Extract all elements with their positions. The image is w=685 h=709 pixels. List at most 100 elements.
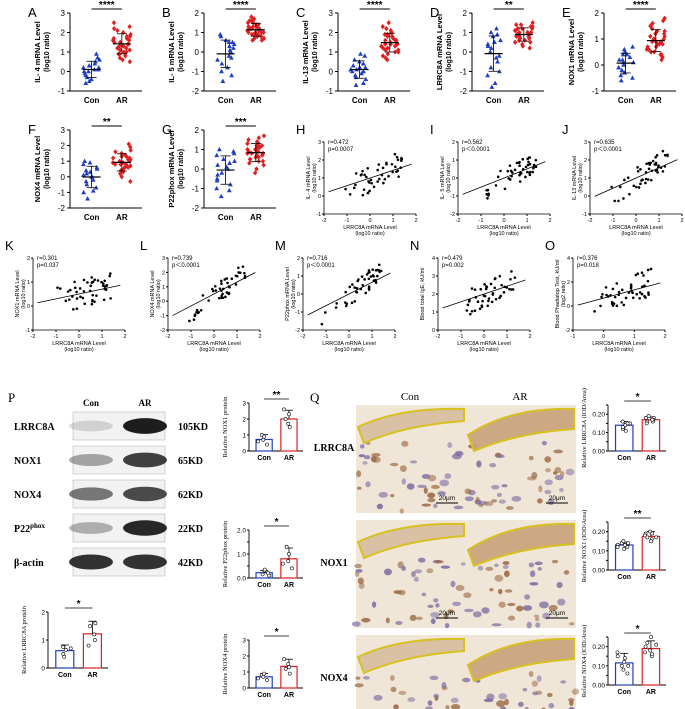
data-point	[520, 26, 525, 32]
data-point	[529, 26, 535, 32]
y-axis-label: Relative LRRC8A protein	[21, 605, 28, 674]
y-axis-label-2: (log10 ratio)	[312, 32, 319, 72]
cell-nucleus	[528, 670, 534, 677]
data-point	[220, 78, 226, 84]
data-point	[343, 301, 347, 304]
data-point	[91, 293, 95, 297]
y-tick-label: 0	[297, 292, 300, 298]
x-tick-label: 2	[663, 334, 666, 340]
data-point	[102, 282, 105, 285]
y-axis-label-2: (log10 ratio)	[578, 163, 584, 193]
bar-panel-Q_NOX4: Relative NOX4 (IOD/Area) 0.00 0.10 0.20 Con A…	[581, 624, 666, 697]
data-point	[113, 149, 118, 155]
cell-nucleus	[477, 565, 484, 571]
data-point	[111, 35, 117, 41]
y-axis-label-2: (log10 ratio)	[446, 163, 452, 193]
data-point	[480, 305, 484, 309]
y-tick-label: 3	[61, 9, 66, 18]
y-axis-label-2: (log2 ratio)	[561, 281, 567, 307]
x-axis-label: LRRC8A mRNA Level	[187, 341, 241, 347]
y-tick-label: 1	[452, 158, 455, 164]
data-point	[246, 24, 251, 30]
x-axis-label: LRRC8A mRNA Level	[477, 225, 531, 231]
data-point	[652, 49, 657, 55]
sig-stars: ****	[233, 0, 249, 11]
sig-stars: *	[275, 517, 279, 528]
regression-line	[594, 159, 678, 197]
data-point	[495, 59, 501, 64]
cell-nucleus	[421, 473, 431, 479]
y-tick-label: -2	[192, 204, 200, 213]
data-point	[483, 294, 487, 298]
data-point	[234, 274, 238, 278]
data-point	[492, 39, 497, 45]
data-point	[127, 24, 132, 30]
data-point	[226, 53, 232, 58]
data-point	[370, 181, 374, 185]
blot-band	[69, 453, 113, 467]
data-point	[528, 39, 533, 45]
data-point	[219, 170, 225, 175]
kd-label: 42KD	[178, 558, 203, 569]
data-point	[653, 162, 657, 166]
x-tick-label: AR	[384, 96, 396, 105]
data-point	[487, 192, 491, 196]
data-point	[261, 133, 267, 139]
blot-band	[123, 486, 167, 502]
data-point	[639, 167, 642, 171]
data-point	[367, 277, 371, 281]
data-point	[247, 18, 252, 24]
y-tick-label: 0	[61, 68, 66, 77]
y-axis-label-2: (log10 ratio)	[312, 163, 318, 193]
cell-nucleus	[431, 484, 440, 490]
cell-nucleus	[406, 483, 415, 490]
data-point	[366, 166, 370, 170]
cell-nucleus	[560, 680, 567, 684]
data-point	[86, 63, 92, 68]
data-point	[221, 156, 226, 162]
data-point	[527, 45, 532, 51]
data-point	[394, 37, 399, 43]
data-point	[88, 624, 92, 628]
cell-nucleus	[371, 601, 377, 608]
data-point	[643, 533, 647, 538]
r-value: r=0.301	[37, 256, 58, 262]
data-point	[92, 61, 98, 66]
data-point	[649, 178, 653, 182]
data-point	[528, 171, 531, 175]
y-tick-label: 0.00	[592, 683, 605, 690]
y-axis-label-2: (log10 ratio)	[291, 279, 297, 309]
x-tick-label: 1	[391, 218, 394, 224]
x-tick-label: AR	[646, 689, 656, 696]
data-point	[617, 199, 620, 203]
cell-nucleus	[494, 563, 499, 568]
regression-line	[462, 161, 546, 195]
y-tick-label: -1	[326, 87, 334, 96]
data-point	[662, 15, 667, 21]
cell-nucleus	[551, 559, 559, 564]
data-point	[215, 162, 221, 167]
data-point	[85, 196, 90, 201]
cell-nucleus	[354, 563, 363, 569]
data-point	[626, 663, 631, 668]
y-axis-label: IL-13 mRNA Level	[301, 20, 310, 84]
data-point	[510, 270, 513, 273]
data-point	[90, 177, 96, 182]
cell-nucleus	[390, 462, 399, 467]
y-tick-label: 0.20	[592, 644, 605, 651]
x-tick-label: -2	[166, 334, 171, 340]
y-tick-label: 1	[61, 157, 66, 166]
data-point	[515, 161, 519, 165]
data-point	[352, 186, 356, 190]
y-tick-label: 2	[318, 158, 321, 164]
x-axis-label: LRRC8A mRNA Level	[322, 341, 376, 347]
cell-nucleus	[568, 706, 575, 709]
cell-nucleus	[526, 621, 532, 629]
x-tick-label: 1	[525, 218, 528, 224]
scale-label: 20μm	[549, 610, 565, 617]
